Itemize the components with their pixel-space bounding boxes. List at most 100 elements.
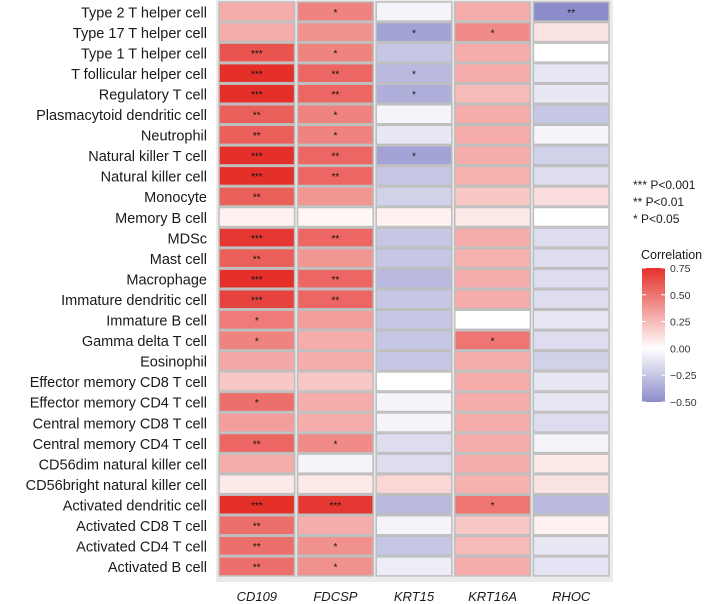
row-label: Plasmacytoid dendritic cell <box>36 108 207 124</box>
row-labels: Type 2 T helper cell Type 17 T helper cel… <box>26 5 207 576</box>
heatmap-cell <box>532 391 610 413</box>
significance-marker: * <box>333 563 337 574</box>
significance-marker: *** <box>251 69 263 80</box>
heatmap-cell <box>296 391 374 413</box>
heatmap-cell <box>454 350 532 372</box>
significance-marker: ** <box>332 275 340 286</box>
heatmap-cell <box>296 288 374 310</box>
significance-marker: *** <box>251 49 263 60</box>
heatmap-cell <box>532 371 610 392</box>
heatmap-cell <box>296 104 374 125</box>
heatmap-cell <box>532 556 610 577</box>
significance-marker: * <box>255 398 259 409</box>
heatmap-cell <box>218 350 296 372</box>
row-label: Natural killer T cell <box>88 149 207 165</box>
column-label: CD109 <box>237 589 277 604</box>
significance-marker: ** <box>332 172 340 183</box>
heatmap-cell <box>375 391 453 413</box>
heatmap-cell <box>375 145 453 166</box>
significance-marker: ** <box>253 439 261 450</box>
significance-marker: *** <box>251 152 263 163</box>
significance-marker: * <box>491 28 495 39</box>
heatmap-cell <box>296 350 374 372</box>
heatmap-cell <box>375 350 453 372</box>
column-labels: CD109 FDCSP KRT15 KRT16A RHOC <box>237 589 591 604</box>
heatmap-cell <box>454 535 532 557</box>
row-label: CD56bright natural killer cell <box>26 478 207 494</box>
heatmap-cell <box>532 62 610 84</box>
significance-marker: * <box>412 90 416 101</box>
heatmap-cell <box>375 268 453 289</box>
row-label: Gamma delta T cell <box>82 334 207 350</box>
heatmap-cell <box>218 104 296 125</box>
heatmap-cell <box>454 206 532 228</box>
heatmap-cell <box>454 515 532 536</box>
heatmap-cell <box>454 371 532 392</box>
significance-marker: * <box>333 131 337 142</box>
heatmap-cell <box>454 453 532 474</box>
heatmap-cell <box>375 556 453 577</box>
row-label: Central memory CD8 T cell <box>33 416 207 432</box>
heatmap-cell <box>454 391 532 413</box>
heatmap-cell <box>532 42 610 63</box>
colorbar-ticks: 0.75 0.50 0.25 0.00 −0.25 −0.50 <box>642 263 697 409</box>
heatmap-cell <box>296 309 374 331</box>
row-label: Immature dendritic cell <box>61 293 207 309</box>
heatmap-cell <box>454 1 532 22</box>
row-label: Effector memory CD8 T cell <box>30 375 207 391</box>
heatmap-cell <box>296 494 374 516</box>
colorbar-tick-label: −0.50 <box>670 397 697 409</box>
heatmap-cell <box>375 104 453 125</box>
significance-marker: *** <box>251 90 263 101</box>
heatmap-cell <box>296 206 374 228</box>
significance-marker: * <box>333 8 337 19</box>
significance-marker: * <box>255 337 259 348</box>
heatmap-cell <box>218 494 296 516</box>
heatmap-cell <box>296 145 374 166</box>
significance-marker: ** <box>253 522 261 533</box>
row-label: Mast cell <box>150 252 207 268</box>
significance-marker: * <box>491 501 495 512</box>
heatmap-cell <box>532 535 610 557</box>
colorbar-legend: Correlation 0.75 0.50 0.25 0.00 −0.25 −0.50 <box>641 248 702 409</box>
heatmap-cell <box>454 432 532 454</box>
heatmap-cell <box>454 494 532 516</box>
heatmap-cell <box>218 453 296 474</box>
heatmap-cell <box>532 206 610 228</box>
heatmap-cell <box>532 494 610 516</box>
heatmap-cell <box>296 1 374 22</box>
heatmap-cell <box>375 494 453 516</box>
heatmap-cell <box>375 42 453 63</box>
heatmap-cell <box>218 371 296 392</box>
significance-marker: ** <box>253 254 261 265</box>
heatmap-cell <box>375 473 453 495</box>
heatmap-cell <box>375 432 453 454</box>
heatmap-cell <box>532 453 610 474</box>
heatmap-cell <box>296 165 374 187</box>
heatmap-cell <box>375 186 453 207</box>
colorbar-gradient <box>642 268 665 402</box>
heatmap-cell <box>532 288 610 310</box>
heatmap-cell <box>532 104 610 125</box>
heatmap-cell <box>532 350 610 372</box>
colorbar-tick-label: 0.25 <box>670 317 691 329</box>
heatmap-cells: * *** **** **** ** **** ** *** *** **** ** **** ****… <box>218 1 610 577</box>
significance-marker: ** <box>253 111 261 122</box>
heatmap-cell <box>375 83 453 104</box>
heatmap-cell <box>375 21 453 43</box>
significance-marker: * <box>333 49 337 60</box>
heatmap-cell <box>454 309 532 331</box>
significance-marker: * <box>412 28 416 39</box>
heatmap-cell <box>296 535 374 557</box>
heatmap-cell <box>454 83 532 104</box>
row-label: Activated dendritic cell <box>63 498 207 514</box>
row-label: Neutrophil <box>141 129 207 145</box>
colorbar-tick-label: 0.50 <box>670 290 691 302</box>
heatmap-cell <box>375 247 453 269</box>
heatmap-cell <box>375 288 453 310</box>
heatmap-cell <box>218 62 296 84</box>
heatmap-cell <box>218 432 296 454</box>
heatmap-cell <box>532 186 610 207</box>
row-label: Activated B cell <box>108 560 207 576</box>
